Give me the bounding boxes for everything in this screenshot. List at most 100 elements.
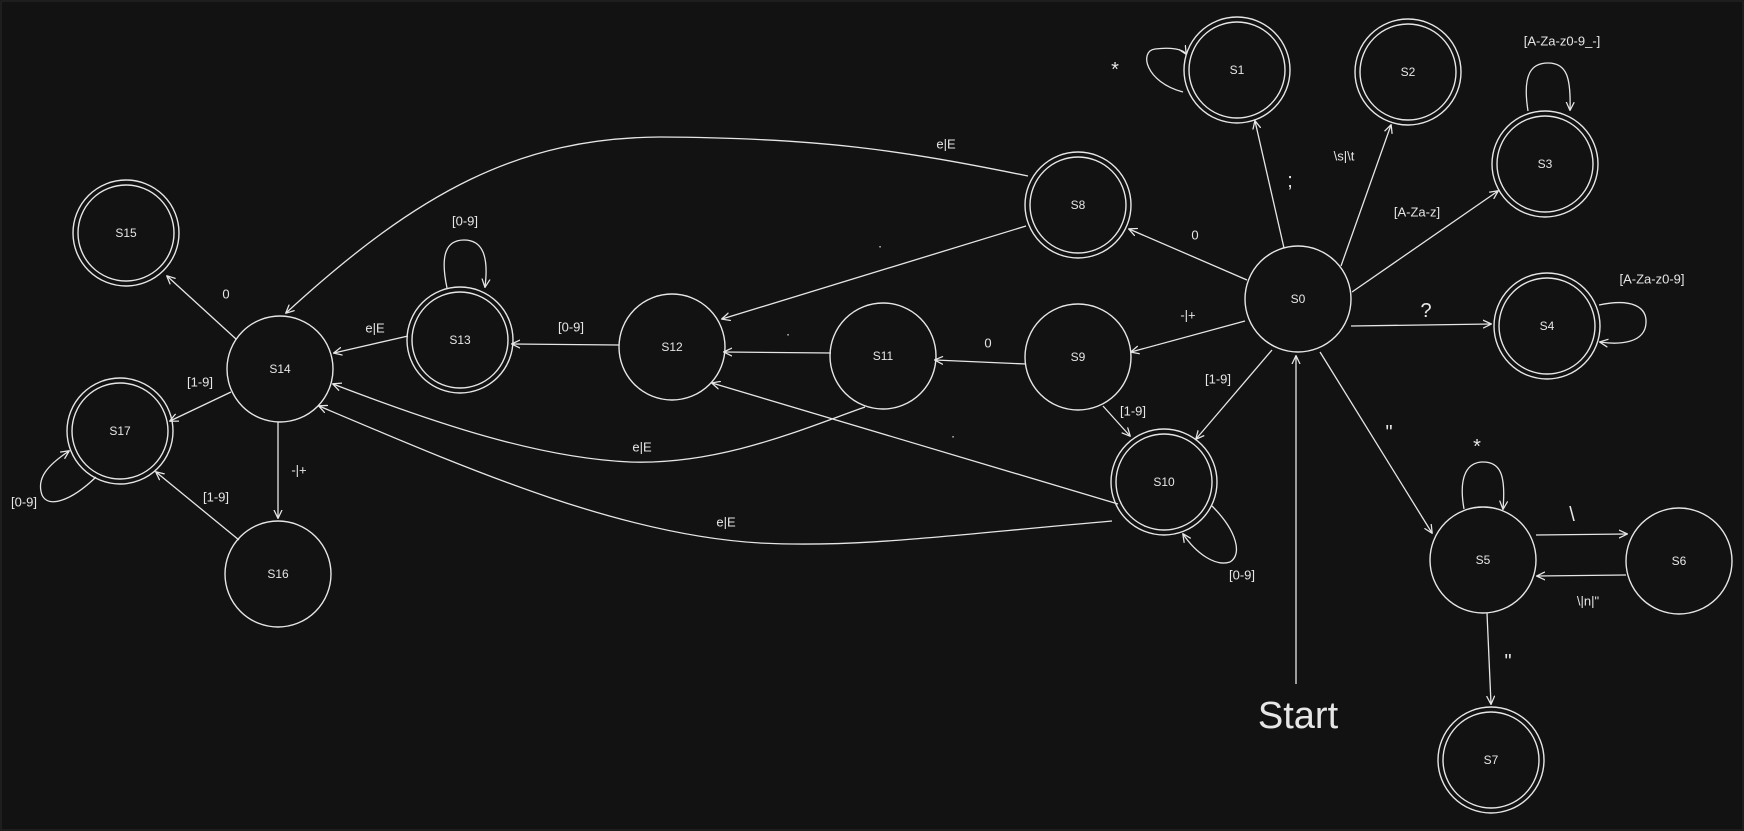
state-circle (1024, 151, 1132, 259)
transition-s16-to-s17: [1-9] (156, 472, 240, 541)
transition-arrow (512, 344, 620, 345)
transition-arrow (1535, 534, 1627, 535)
state-label: S6 (1672, 554, 1687, 568)
transition-arrow (1131, 320, 1246, 352)
transition-arrow (1255, 121, 1285, 249)
transition-label: 0 (222, 287, 229, 302)
transition-label: ? (1420, 300, 1431, 322)
state-circle (1437, 706, 1545, 814)
transition-s8-to-s14: e|E (286, 136, 1029, 314)
state-label: S16 (267, 567, 289, 581)
transition-label: . (951, 426, 955, 441)
state-circle (1244, 245, 1352, 353)
transition-label: [1-9] (203, 490, 229, 505)
transition-label: [1-9] (1205, 372, 1231, 387)
state-s4: S4 (1493, 272, 1601, 380)
transition-s4-to-s4: [A-Za-z0-9] (1599, 272, 1685, 344)
state-s5: S5 (1429, 506, 1537, 614)
state-s17: S17 (66, 377, 174, 485)
transition-s0-to-s1: ; (1255, 121, 1293, 249)
transition-label: [0-9] (452, 214, 478, 229)
transition-s0-to-s2: \s|\t (1334, 125, 1391, 267)
transition-arrow (1183, 505, 1238, 564)
accepting-ring (1115, 433, 1213, 531)
state-circle (72, 179, 180, 287)
state-circle (1491, 110, 1599, 218)
state-s8: S8 (1024, 151, 1132, 259)
transition-s8-to-s12: . (722, 225, 1027, 319)
accepting-ring (1498, 277, 1596, 375)
transition-s11-to-s12: . (724, 324, 832, 354)
accepting-ring (77, 184, 175, 282)
transition-label: e|E (632, 440, 652, 455)
transition-s14-to-s17: [1-9] (170, 375, 232, 422)
transition-arrow (1461, 461, 1504, 509)
transition-arrow (1351, 191, 1498, 293)
transition-s0-to-s3: [A-Za-z] (1351, 191, 1498, 293)
transition-label: [0-9] (11, 495, 37, 510)
transition-arrow (170, 391, 232, 421)
transition-label: * (1473, 436, 1481, 458)
state-label: S1 (1230, 63, 1245, 77)
transition-s14-to-s16: -|+ (278, 422, 307, 518)
state-s16: S16 (224, 520, 332, 628)
transition-label: [A-Za-z0-9] (1619, 272, 1684, 287)
transition-s11-to-s14: e|E (333, 384, 866, 463)
state-circle (1625, 507, 1733, 615)
transition-arrow (1129, 229, 1248, 281)
transition-s14-to-s15: 0 (167, 276, 237, 340)
transition-arrow (1487, 612, 1491, 704)
state-circle (226, 315, 334, 423)
transition-arrow (167, 276, 237, 340)
state-s13: S13 (406, 286, 514, 394)
transition-s0-to-s5: " (1319, 351, 1432, 533)
transition-arrow (1350, 324, 1491, 326)
start-arrow-group: Start (1258, 356, 1339, 737)
state-circle (1110, 428, 1218, 536)
state-label: S7 (1484, 753, 1499, 767)
transition-s0-to-s9: -|+ (1131, 308, 1246, 353)
transition-label: ; (1287, 170, 1293, 192)
transition-s10-to-s10: [0-9] (1183, 505, 1255, 583)
state-s2: S2 (1354, 18, 1462, 126)
transitions-layer: ; \s|\t [A-Za-z]? " 0 -|+ [1-9] * [A-Za-z0-9_-] [… (11, 34, 1685, 705)
transition-label: . (878, 236, 882, 251)
state-label: S5 (1476, 553, 1491, 567)
state-s6: S6 (1625, 507, 1733, 615)
state-circle (829, 302, 937, 410)
state-s1: S1 (1183, 16, 1291, 124)
state-label: S10 (1153, 475, 1175, 489)
transition-label: " (1385, 422, 1392, 444)
state-label: S17 (109, 424, 131, 438)
state-label: S13 (449, 333, 471, 347)
transition-arrow (722, 225, 1027, 319)
transition-label: * (1111, 59, 1119, 81)
state-s9: S9 (1024, 303, 1132, 411)
state-circle (224, 520, 332, 628)
state-label: S4 (1540, 319, 1555, 333)
accepting-ring (411, 291, 509, 389)
transition-label: [1-9] (187, 375, 213, 390)
state-label: S8 (1071, 198, 1086, 212)
transition-s0-to-s4: ? (1350, 300, 1491, 326)
state-circle (1429, 506, 1537, 614)
transition-label: . (786, 324, 790, 339)
transition-arrow (935, 360, 1027, 364)
state-s15: S15 (72, 179, 180, 287)
transition-s17-to-s17: [0-9] (11, 451, 97, 510)
transition-s5-to-s5: * (1461, 436, 1504, 509)
accepting-ring (1359, 23, 1457, 121)
transition-label: " (1504, 651, 1511, 673)
accepting-ring (1442, 711, 1540, 809)
state-s0: S0 (1244, 245, 1352, 353)
state-circle (406, 286, 514, 394)
transition-arrow (443, 239, 486, 288)
transition-label: [A-Za-z0-9_-] (1524, 34, 1601, 49)
transition-s5-to-s6: \ (1535, 504, 1627, 535)
transition-s5-to-s7: " (1487, 612, 1512, 704)
transition-arrow (286, 136, 1029, 313)
transition-arrow (712, 383, 1119, 505)
transition-arrow (1340, 125, 1391, 267)
accepting-ring (71, 382, 169, 480)
